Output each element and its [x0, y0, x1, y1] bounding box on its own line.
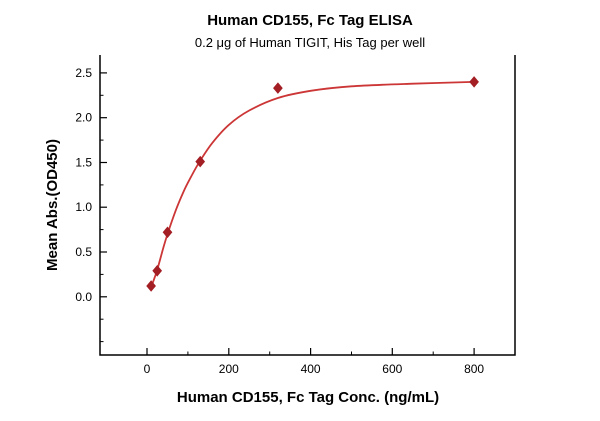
fit-curve: [149, 81, 475, 290]
x-tick-label: 200: [219, 362, 239, 376]
x-tick-label: 600: [382, 362, 402, 376]
chart-subtitle: 0.2 μg of Human TIGIT, His Tag per well: [195, 35, 425, 50]
y-axis-ticks: 0.0 0.5 1.0 1.5 2.0 2.5: [75, 66, 107, 343]
data-point: [152, 265, 163, 277]
data-point: [195, 155, 206, 168]
y-tick-label: 1.5: [75, 156, 92, 170]
y-axis-label: Mean Abs.(OD450): [44, 139, 61, 271]
data-points-group: [146, 76, 479, 292]
data-point: [469, 76, 479, 88]
y-tick-label: 0.5: [75, 245, 92, 259]
data-point: [146, 280, 156, 292]
x-axis-ticks: 0 200 400 600 800: [144, 348, 484, 376]
y-tick-label: 0.0: [75, 290, 92, 304]
y-tick-label: 1.0: [75, 200, 92, 214]
fit-curve-group: [149, 81, 475, 290]
x-axis-label: Human CD155, Fc Tag Conc. (ng/mL): [177, 389, 439, 406]
y-tick-label: 2.5: [75, 66, 92, 80]
x-tick-label: 800: [464, 362, 484, 376]
data-point: [273, 82, 283, 94]
x-tick-label: 0: [144, 362, 151, 376]
data-point: [162, 226, 173, 239]
axes: [99, 55, 516, 356]
chart-title: Human CD155, Fc Tag ELISA: [207, 12, 413, 29]
axis-frame: [99, 55, 516, 356]
x-tick-label: 400: [301, 362, 321, 376]
y-tick-label: 2.0: [75, 111, 92, 125]
